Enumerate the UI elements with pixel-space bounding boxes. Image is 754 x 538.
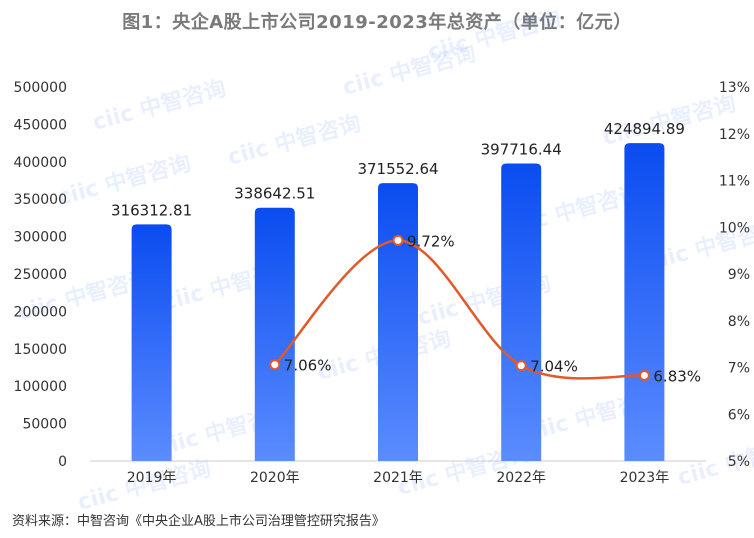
bar-series: 316312.81 338642.51 371552.64 397716.44 4248…: [111, 120, 685, 462]
bar: [378, 183, 418, 462]
y-right-tick-label: 7%: [728, 361, 750, 377]
y-left-tick-label: 450000: [14, 117, 67, 133]
y-right-tick-label: 9%: [728, 267, 750, 283]
growth-rate-line: [273, 239, 645, 380]
source-note: 资料来源：中智咨询《中央企业A股上市公司治理管控研究报告》: [12, 514, 385, 529]
y-right-tick-label: 8%: [728, 314, 750, 330]
y-right-tick-label: 13%: [719, 80, 750, 96]
line-value-label: 9.72%: [407, 232, 455, 250]
y-left-tick-label: 250000: [14, 267, 67, 283]
y-left-tick-label: 400000: [14, 155, 67, 171]
line-series: 7.06% 9.72% 7.04% 6.83%: [269, 232, 701, 385]
x-tick-label: 2022年: [496, 470, 546, 486]
line-point: [638, 369, 650, 381]
y-right-tick-label: 11%: [719, 174, 750, 190]
bar-value-label: 424894.89: [604, 120, 685, 138]
line-point: [392, 234, 404, 246]
watermark-logo: ciic 中智咨询: [225, 110, 364, 171]
axes: 0 50000 100000 150000 200000 250000 300000 3500…: [14, 80, 750, 486]
y-right-tick-label: 6%: [728, 407, 750, 423]
line-value-label: 7.06%: [284, 357, 332, 375]
bar-value-label: 371552.64: [357, 160, 438, 178]
bar: [624, 143, 665, 461]
y-left-tick-label: 350000: [14, 192, 67, 208]
x-tick-label: 2021年: [373, 470, 423, 486]
y-left-tick-label: 300000: [14, 230, 67, 246]
line-value-label: 6.83%: [653, 367, 701, 385]
bar-value-label: 397716.44: [481, 141, 562, 159]
bar-value-label: 338642.51: [234, 185, 315, 203]
y-left-tick-label: 150000: [14, 342, 67, 358]
bar: [254, 207, 295, 461]
y-left-tick-label: 200000: [14, 304, 67, 320]
bar: [501, 163, 542, 461]
line-value-label: 7.04%: [530, 358, 578, 376]
y-right-tick-label: 5%: [728, 454, 750, 470]
y-left-tick-label: 100000: [14, 379, 67, 395]
line-point: [269, 359, 281, 371]
watermark-logo: ciic 中智咨询: [90, 75, 229, 136]
line-point: [515, 360, 527, 372]
x-tick-label: 2020年: [250, 470, 300, 486]
bar-value-label: 316312.81: [111, 201, 192, 219]
y-right-tick-label: 12%: [719, 127, 750, 143]
chart-title: 图1：央企A股上市公司2019-2023年总资产（单位：亿元）: [122, 12, 632, 33]
y-left-tick-label: 500000: [14, 80, 67, 96]
bar: [131, 224, 172, 461]
y-left-tick-label: 0: [58, 454, 67, 470]
y-right-tick-label: 10%: [719, 220, 750, 236]
watermark-logo: ciic 中智咨询: [425, 5, 564, 66]
x-tick-label: 2019年: [127, 470, 177, 486]
x-tick-label: 2023年: [620, 470, 670, 486]
y-left-tick-label: 50000: [22, 417, 67, 433]
